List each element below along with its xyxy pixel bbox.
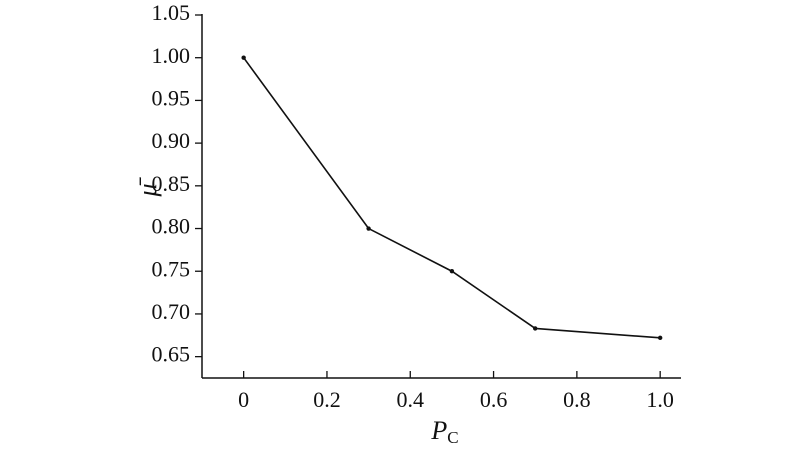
- y-tick-label: 1.05: [152, 0, 191, 25]
- line: [243, 57, 661, 339]
- point: [366, 226, 371, 231]
- x-tick-label: 0: [238, 387, 249, 412]
- point: [657, 335, 663, 341]
- x-tick-label: 1.0: [646, 387, 674, 412]
- y-tick-label: 0.80: [152, 214, 191, 239]
- y-tick-label: 0.70: [152, 299, 191, 324]
- x-tick-label: 0.4: [397, 387, 425, 412]
- y-tick-label: 1.00: [152, 43, 191, 68]
- point: [533, 326, 538, 331]
- y-tick-label: 0.95: [152, 85, 191, 110]
- y-tick-label: 0.85: [152, 171, 191, 196]
- y-tick-label: 0.75: [152, 256, 191, 281]
- x-axis-label: PC: [430, 416, 458, 447]
- x-tick-label: 0.6: [480, 387, 508, 412]
- y-tick-label: 0.90: [152, 128, 191, 153]
- x-tick-label: 0.2: [313, 387, 341, 412]
- x-tick-label: 0.8: [563, 387, 591, 412]
- point: [449, 269, 455, 274]
- y-tick-label: 0.65: [152, 342, 191, 367]
- point: [241, 55, 246, 60]
